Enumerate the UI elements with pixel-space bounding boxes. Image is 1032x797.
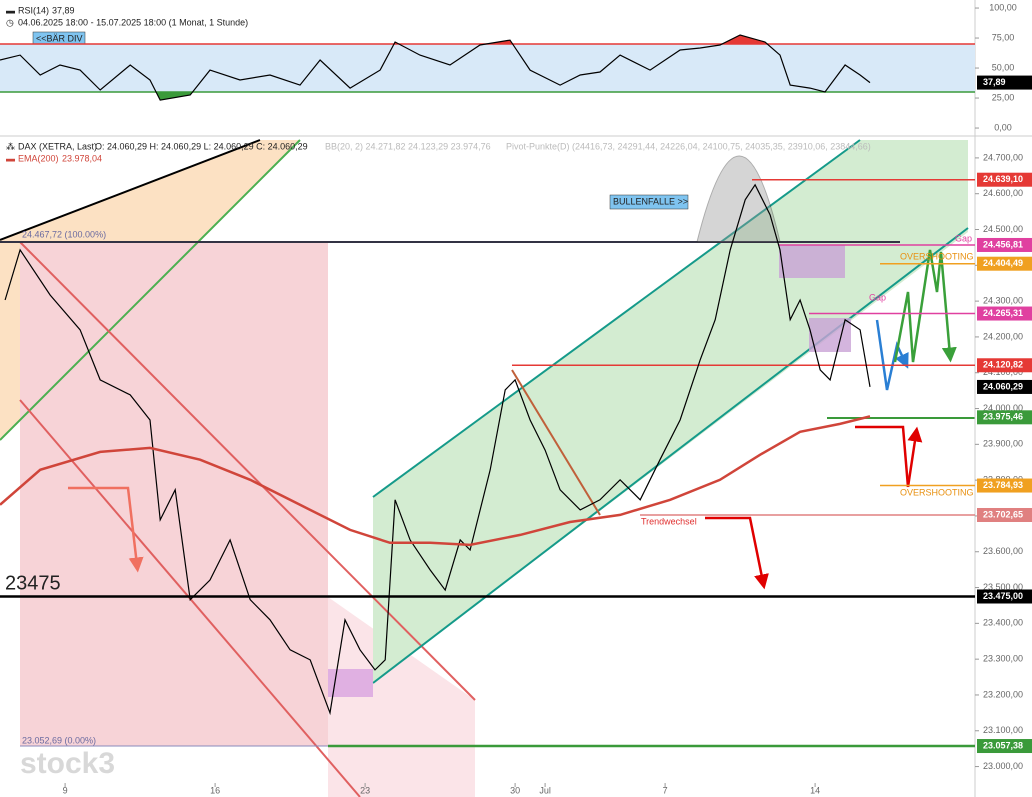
- level-tag-label: 23.475,00: [983, 591, 1023, 601]
- y-tick-label: 24.200,00: [983, 331, 1023, 341]
- rsi-value: 37,89: [52, 5, 75, 15]
- annotation: Trendwechsel: [641, 516, 697, 526]
- level-tag: [977, 739, 1032, 754]
- gap-box: [779, 245, 845, 278]
- fib-label: 23.052,69 (0.00%): [22, 735, 96, 745]
- y-tick-label: 24.600,00: [983, 188, 1023, 198]
- arrow: [893, 249, 957, 363]
- fib-label: 24.467,72 (100.00%): [22, 229, 106, 239]
- level-tag-label: 24.456,81: [983, 239, 1023, 249]
- rsi-title: RSI(14): [18, 5, 49, 15]
- trend-line: [511, 369, 601, 516]
- rsi-oversold: [156, 92, 193, 101]
- level-tag-label: 23.784,93: [983, 480, 1023, 490]
- level-tag-label: 24.060,29: [983, 381, 1023, 391]
- y-tick-label: 23.900,00: [983, 439, 1023, 449]
- y-tick-label: 0,00: [994, 122, 1012, 132]
- level-tag: [977, 478, 1032, 493]
- annotation: <<BÄR DIV: [36, 33, 83, 43]
- y-tick-label: 23.500,00: [983, 582, 1023, 592]
- fan-line: [0, 139, 301, 441]
- level-tag: [977, 172, 1032, 187]
- y-tick-label: 23.100,00: [983, 725, 1023, 735]
- y-tick-label: 24.700,00: [983, 152, 1023, 162]
- level-label: 23475: [5, 572, 61, 594]
- y-tick-label: 75,00: [992, 32, 1015, 42]
- y-tick-label: 24.300,00: [983, 295, 1023, 305]
- annotation: BULLENFALLE >>: [613, 196, 688, 206]
- price-title: DAX (XETRA, Last): [18, 141, 97, 151]
- level-tag-label: 24.404,49: [983, 258, 1023, 268]
- level-tag: [977, 358, 1032, 373]
- x-tick-label: 9: [63, 785, 68, 795]
- arrow: [705, 516, 769, 590]
- x-tick-label: 7: [663, 785, 668, 795]
- x-tick-label: 16: [210, 785, 220, 795]
- level-tag-label: 23.702,65: [983, 509, 1023, 519]
- subtitle: 04.06.2025 18:00 - 15.07.2025 18:00 (1 M…: [18, 17, 248, 27]
- annotation: OVERSHOOTING: [900, 487, 974, 497]
- x-tick-label: Jul: [539, 785, 551, 795]
- level-tag-label: 23.057,38: [983, 740, 1023, 750]
- arrow: [855, 425, 910, 488]
- level-tag: [977, 237, 1032, 252]
- y-tick-label: 23.200,00: [983, 689, 1023, 699]
- price-line: [4, 183, 871, 716]
- rsi-band: [0, 44, 975, 93]
- level-tag: [977, 306, 1032, 321]
- annotation: OVERSHOOTING: [900, 251, 974, 261]
- ema-line: [0, 415, 871, 547]
- y-tick-label: 23.400,00: [983, 618, 1023, 628]
- ema-name: EMA(200): [18, 153, 59, 163]
- fan-line: [0, 139, 261, 241]
- level-tag-label: 23.975,46: [983, 412, 1023, 422]
- down-zone: [20, 242, 328, 746]
- indicator: Pivot-Punkte(D) (24416,73, 24291,44, 242…: [506, 141, 871, 151]
- label-box: [609, 194, 689, 210]
- level-tag-label: 24.265,31: [983, 308, 1023, 318]
- y-tick-label: 100,00: [989, 2, 1017, 12]
- level-tag: [977, 507, 1032, 522]
- top-arc: [696, 155, 781, 243]
- value-tag: [977, 75, 1032, 90]
- level-tag-label: 24.120,82: [983, 360, 1023, 370]
- level-tag: [977, 256, 1032, 271]
- y-tick-label: 24.000,00: [983, 403, 1023, 413]
- x-tick-label: 23: [360, 785, 370, 795]
- level-tag: [977, 410, 1032, 425]
- annotation: Gap: [869, 292, 886, 302]
- y-tick-label: 23.600,00: [983, 546, 1023, 556]
- y-tick-label: 23.300,00: [983, 654, 1023, 664]
- arrow: [906, 426, 923, 488]
- level-tag-label: 24.639,10: [983, 174, 1023, 184]
- arrow: [68, 486, 144, 573]
- price-line: [0, 34, 871, 101]
- arrow: [875, 319, 909, 391]
- channel-line: [372, 139, 861, 498]
- y-tick-label: 25,00: [992, 92, 1015, 102]
- value-tag-label: 37,89: [983, 77, 1006, 87]
- y-tick-label: 23.000,00: [983, 761, 1023, 771]
- x-tick-label: 30: [510, 785, 520, 795]
- level-tag: [977, 589, 1032, 604]
- ema-value: 23.978,04: [62, 153, 102, 163]
- y-tick-label: 24.500,00: [983, 224, 1023, 234]
- icon: ◷: [6, 17, 14, 27]
- icon: ▬: [6, 5, 15, 15]
- gap-box: [328, 669, 373, 697]
- annotation: Gap: [955, 233, 972, 243]
- ohlc: O: 24.060,29 H: 24.060,29 L: 24.060,29 C…: [95, 141, 308, 151]
- indicator: BB(20, 2) 24.271,82 24.123,29 23.974,76: [325, 141, 491, 151]
- watermark: stock3: [20, 747, 115, 780]
- channel-line: [372, 227, 969, 684]
- icon: ⁂: [6, 141, 15, 151]
- level-tag: [977, 379, 1032, 394]
- channel-line: [19, 241, 476, 701]
- icon: ▬: [6, 153, 15, 163]
- y-tick-label: 50,00: [992, 62, 1015, 72]
- x-tick-label: 14: [810, 785, 820, 795]
